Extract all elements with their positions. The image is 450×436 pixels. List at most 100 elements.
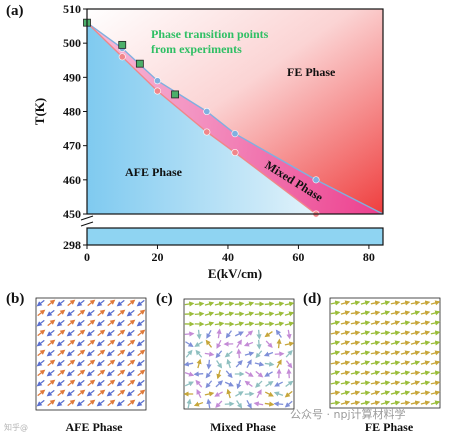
afe-region: [87, 22, 383, 214]
dipole-arrow: [410, 380, 421, 386]
dipole-arrow: [106, 349, 115, 357]
dipole-arrow: [370, 300, 381, 306]
dipole-arrow: [107, 359, 116, 367]
dipole-arrow: [380, 310, 391, 316]
y-tick-label: 500: [63, 36, 81, 50]
dipole-arrow: [77, 309, 86, 317]
dipole-arrow: [193, 371, 204, 377]
dipole-arrow: [256, 389, 262, 398]
dipole-arrow: [274, 311, 285, 317]
dipole-arrow: [390, 330, 401, 336]
dipole-arrow: [224, 301, 235, 307]
dipole-arrow: [67, 379, 76, 387]
dipole-arrow: [216, 339, 222, 349]
dipole-arrow: [410, 370, 421, 376]
dipole-arrow: [224, 350, 233, 358]
dipole-arrow: [36, 379, 45, 387]
dipole-arrow: [420, 360, 431, 366]
dipole-arrow: [136, 299, 145, 307]
dipole-arrow: [97, 309, 106, 317]
dipole-arrow: [87, 379, 96, 387]
dipole-arrow: [360, 380, 371, 386]
dipole-arrow: [243, 341, 254, 347]
dipole-arrow: [264, 311, 275, 317]
dipole-arrow: [87, 319, 96, 327]
dipole-arrow: [400, 400, 411, 406]
dipole-arrow: [206, 359, 212, 370]
dipole-arrow: [285, 360, 293, 369]
dipole-arrow: [400, 360, 411, 366]
axis-break-mark: [80, 215, 94, 221]
y-tick-label: 460: [63, 173, 81, 187]
dipole-arrow: [47, 299, 56, 307]
dipole-arrow: [264, 391, 274, 397]
dipole-arrow: [47, 399, 56, 407]
fe-dipole-pattern: [330, 300, 441, 406]
dipole-arrow: [66, 329, 75, 337]
dipole-arrow: [420, 330, 431, 336]
dipole-arrow: [380, 370, 391, 376]
dipole-arrow: [430, 390, 441, 396]
dipole-arrow: [350, 330, 361, 336]
dipole-arrow: [87, 299, 96, 307]
dipole-arrow: [284, 321, 295, 327]
dipole-arrow: [390, 400, 401, 406]
dipole-arrow: [284, 341, 295, 347]
dipole-arrow: [330, 360, 341, 366]
dipole-arrow: [340, 350, 351, 356]
dipole-arrow: [255, 370, 264, 378]
dipole-arrow: [370, 320, 381, 326]
dipole-arrow: [76, 379, 85, 387]
dipole-arrow: [370, 340, 381, 346]
dipole-arrow: [340, 400, 351, 406]
dipole-arrow: [137, 349, 146, 357]
dipole-arrow: [56, 359, 65, 367]
dipole-arrow: [36, 319, 45, 327]
dipole-arrow: [204, 321, 215, 327]
dipole-arrow: [127, 379, 136, 387]
dipole-arrow: [86, 389, 95, 397]
dipole-arrow: [97, 369, 106, 377]
dipole-arrow: [244, 311, 255, 317]
dipole-arrow: [330, 300, 341, 306]
dipole-arrow: [96, 379, 105, 387]
dipole-arrow: [244, 351, 255, 357]
dipole-arrow: [360, 340, 371, 346]
x-tick-label: 0: [84, 250, 90, 264]
dipole-arrow: [47, 359, 56, 367]
dipole-arrow: [126, 329, 135, 337]
dipole-arrow: [380, 340, 391, 346]
dipole-arrow: [117, 389, 126, 397]
dipole-arrow: [215, 380, 224, 388]
dipole-arrow: [273, 401, 284, 407]
dipole-arrow: [56, 339, 65, 347]
dipole-arrow: [410, 320, 421, 326]
dipole-arrow: [350, 310, 361, 316]
dipole-arrow: [96, 319, 105, 327]
dipole-arrow: [67, 399, 76, 407]
dipole-arrow: [275, 329, 282, 338]
dipole-arrow: [400, 350, 411, 356]
dipole-arrow: [264, 371, 273, 377]
dipole-arrow: [254, 361, 265, 367]
dipole-arrow: [37, 349, 46, 357]
dipole-arrow: [193, 401, 204, 407]
dipole-arrow: [184, 371, 195, 377]
x-axis-title: E(kV/cm): [208, 266, 262, 281]
dipole-arrow: [430, 340, 441, 346]
dipole-arrow: [360, 320, 371, 326]
dipole-arrow: [390, 390, 401, 396]
dipole-arrow: [370, 310, 381, 316]
dipole-arrow: [410, 340, 421, 346]
dipole-arrow: [204, 301, 215, 307]
dipole-arrow: [284, 400, 293, 408]
dipole-arrow: [107, 339, 116, 347]
dipole-arrow: [37, 369, 46, 377]
dipole-arrow: [330, 370, 341, 376]
dipole-arrow: [96, 299, 105, 307]
dipole-arrow: [76, 319, 85, 327]
dipole-arrow: [400, 390, 411, 396]
dipole-arrow: [340, 380, 351, 386]
